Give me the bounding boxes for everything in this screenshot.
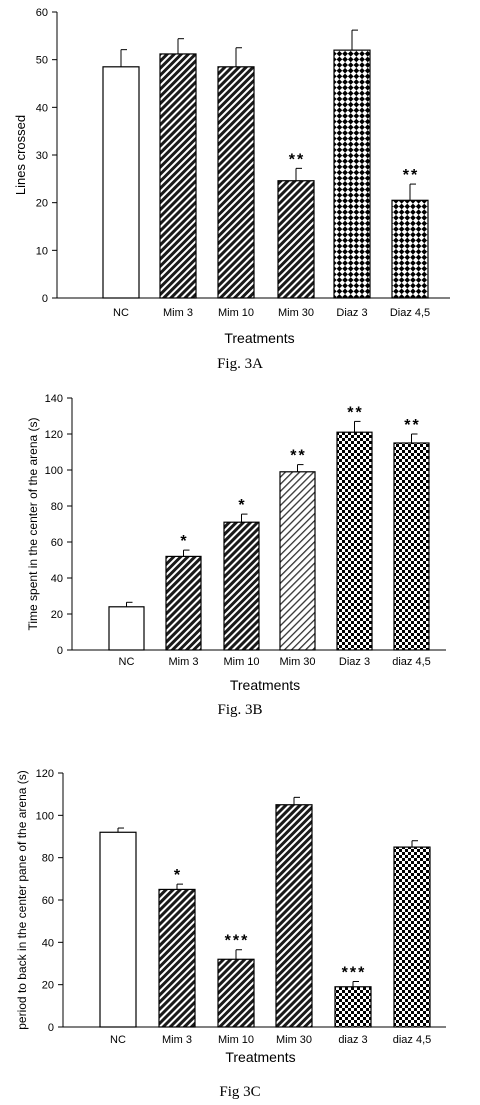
significance-marker: ***	[225, 933, 250, 950]
chart-fig-3c: 0 20 40 60 80 100 120 NC * Mim 3 *** Mim 10 Mim 30 **…	[15, 768, 446, 1100]
bar-mim-30	[275, 804, 313, 1028]
figure-caption: Fig 3C	[219, 1084, 260, 1100]
x-tick-label: diaz 4,5	[392, 656, 431, 668]
x-tick-label: Mim 3	[169, 656, 199, 668]
significance-marker: ***	[342, 964, 367, 981]
y-tick-label: 40	[42, 937, 54, 949]
y-tick-label: 50	[36, 55, 48, 67]
x-axis-label: Treatments	[230, 677, 300, 693]
bar-mim-30	[277, 180, 315, 299]
bar-nc	[99, 831, 137, 1028]
x-tick-label: diaz 4,5	[393, 1034, 432, 1046]
y-tick-label: 60	[51, 537, 63, 549]
bar-nc	[108, 606, 145, 651]
significance-marker: *	[180, 533, 188, 550]
figure-caption: Fig. 3A	[217, 356, 263, 372]
y-axis-label: Lines crossed	[13, 115, 28, 195]
bar-diaz-3	[333, 49, 371, 299]
bar-mim-30	[279, 471, 316, 651]
chart-fig-3a: 0 10 20 30 40 50 60 NC Mim 3 Mim 10 ** Mim 30 Diaz 3…	[13, 7, 450, 372]
y-tick-label: 20	[42, 980, 54, 992]
y-tick-label: 140	[45, 393, 63, 405]
y-tick-label: 40	[51, 573, 63, 585]
y-tick-label: 0	[57, 645, 63, 657]
significance-marker: *	[238, 497, 246, 514]
y-axis-label: Time spent in the center of the arena (s…	[26, 418, 40, 631]
y-tick-label: 60	[42, 895, 54, 907]
bar-mim-3	[159, 53, 197, 299]
y-tick-label: 10	[36, 245, 48, 257]
x-axis-label: Treatments	[224, 330, 294, 346]
y-tick-label: 120	[45, 429, 63, 441]
x-tick-label: Mim 10	[218, 307, 254, 319]
y-axis-label: period to back in the center pane of the…	[15, 770, 29, 1030]
bar-mim-3	[165, 555, 202, 651]
x-axis-label: Treatments	[225, 1049, 295, 1065]
x-tick-label: Mim 10	[223, 656, 259, 668]
bar-diaz-4-5	[391, 199, 429, 299]
y-tick-label: 20	[36, 198, 48, 210]
y-tick-label: 20	[51, 609, 63, 621]
x-tick-label: Mim 30	[278, 307, 314, 319]
bar-mim-10	[217, 66, 255, 299]
y-tick-label: 30	[36, 150, 48, 162]
bar-mim-10	[223, 521, 260, 651]
significance-marker: **	[290, 448, 306, 465]
y-tick-label: 120	[36, 768, 54, 780]
x-tick-label: NC	[110, 1034, 126, 1046]
x-tick-label: Mim 30	[276, 1034, 312, 1046]
bar-nc	[102, 66, 140, 299]
x-tick-label: Mim 30	[279, 656, 315, 668]
significance-marker: **	[403, 167, 419, 184]
significance-marker: **	[347, 404, 363, 421]
x-tick-label: NC	[113, 307, 129, 319]
x-tick-label: Mim 3	[163, 307, 193, 319]
y-tick-label: 100	[36, 810, 54, 822]
x-tick-label: NC	[119, 656, 135, 668]
bar-diaz-3	[334, 986, 372, 1028]
bar-diaz-3	[336, 431, 373, 651]
bar-diaz-4-5	[393, 846, 431, 1028]
y-tick-label: 0	[42, 293, 48, 305]
significance-marker: *	[174, 867, 182, 884]
significance-marker: **	[289, 151, 305, 168]
figure-caption: Fig. 3B	[217, 702, 262, 718]
y-tick-label: 40	[36, 102, 48, 114]
y-tick-label: 80	[51, 501, 63, 513]
y-tick-label: 0	[48, 1022, 54, 1034]
bar-diaz-4-5	[393, 442, 430, 651]
x-tick-label: diaz 3	[338, 1034, 367, 1046]
y-tick-label: 100	[45, 465, 63, 477]
x-tick-label: Mim 3	[162, 1034, 192, 1046]
bar-mim-3	[158, 888, 196, 1028]
x-tick-label: Mim 10	[218, 1034, 254, 1046]
y-tick-label: 80	[42, 853, 54, 865]
significance-marker: **	[404, 417, 420, 434]
x-tick-label: Diaz 3	[339, 656, 370, 668]
chart-fig-3b: 0 20 40 60 80 100 120 140 NC * Mim 3 * Mim 10 ** Mim 3…	[26, 393, 446, 718]
y-tick-label: 60	[36, 7, 48, 19]
bar-mim-10	[217, 958, 255, 1028]
x-tick-label: Diaz 4,5	[390, 307, 430, 319]
x-tick-label: Diaz 3	[336, 307, 367, 319]
